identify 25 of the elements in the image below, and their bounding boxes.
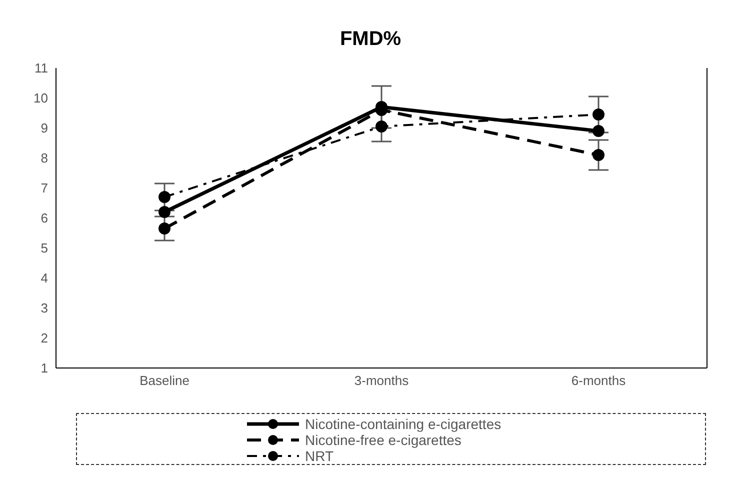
y-tick-label: 8 <box>40 150 48 166</box>
y-tick-label: 10 <box>34 90 48 106</box>
point <box>158 206 170 218</box>
y-tick-label: 5 <box>40 240 48 256</box>
legend-label: Nicotine-free e-cigarettes <box>305 432 462 448</box>
point <box>592 149 604 161</box>
x-tick-label: Baseline <box>140 373 190 388</box>
chart-title: FMD% <box>338 28 402 51</box>
x-tick-label: 3-months <box>354 373 410 388</box>
x-tick-label: 6-months <box>571 373 626 388</box>
point <box>592 125 604 137</box>
legend-label: NRT <box>305 448 334 464</box>
y-tick-label: 3 <box>40 300 48 316</box>
y-tick-label: 11 <box>34 60 48 76</box>
y-tick-label: 9 <box>40 120 48 136</box>
point <box>592 108 604 120</box>
point <box>376 120 388 132</box>
y-tick-label: 6 <box>40 210 48 226</box>
point <box>158 191 170 203</box>
point <box>158 222 170 234</box>
y-tick-label: 7 <box>40 180 48 196</box>
y-tick-label: 4 <box>40 270 48 286</box>
y-tick-label: 1 <box>40 360 48 376</box>
legend-label: Nicotine-containing e-cigarettes <box>305 416 502 432</box>
y-tick-label: 2 <box>40 330 48 346</box>
